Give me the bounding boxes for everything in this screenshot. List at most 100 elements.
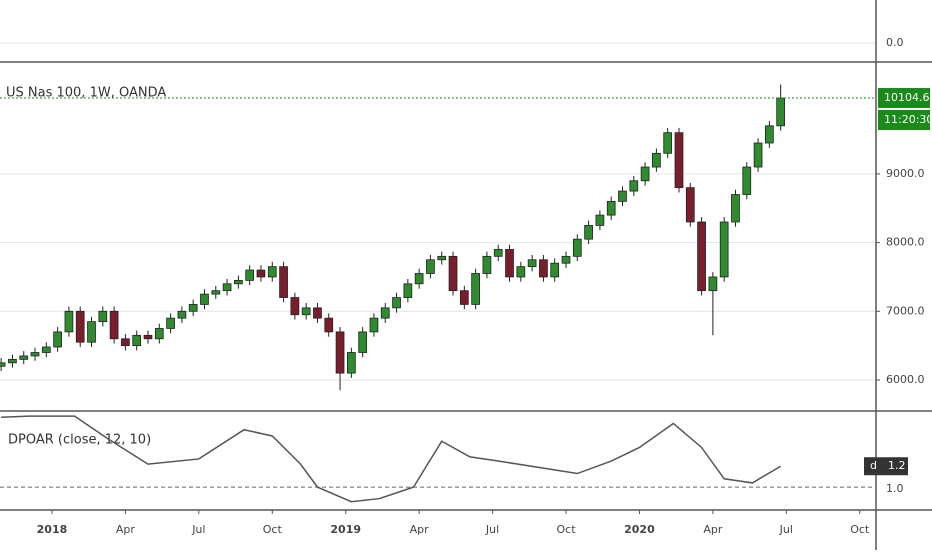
candle-body <box>584 225 593 240</box>
candle-body <box>482 255 492 274</box>
candle-body <box>674 132 684 189</box>
candle-body <box>41 346 51 353</box>
candle-body <box>697 221 706 292</box>
candle-body <box>347 352 356 374</box>
candle-body <box>380 307 390 319</box>
candle-body <box>335 331 345 374</box>
y-tick-label: 9000.0 <box>886 167 925 180</box>
candle-body <box>776 97 786 127</box>
candle-body <box>527 259 537 268</box>
x-tick-label: 2018 <box>37 523 68 536</box>
candle-body <box>719 221 729 278</box>
x-tick-label: Apr <box>703 523 723 536</box>
candle-body <box>188 304 198 312</box>
x-tick-label: Oct <box>556 523 576 536</box>
last-price-label: 10104.6 <box>884 91 930 104</box>
candle-body <box>98 310 108 322</box>
candle-body <box>652 152 661 168</box>
candle-body <box>742 166 752 195</box>
x-tick-label: Jul <box>779 523 793 536</box>
indicator-title: DPOAR (close, 12, 10) <box>8 433 151 448</box>
candle-body <box>539 259 548 278</box>
candle-body <box>8 358 17 364</box>
x-tick-label: 2020 <box>624 523 655 536</box>
candle-body <box>471 273 480 305</box>
candle-body <box>505 249 514 278</box>
candle-body <box>708 276 718 292</box>
candle-body <box>301 307 311 316</box>
y-tick-label: 0.0 <box>886 36 904 49</box>
candle-body <box>663 132 673 154</box>
badge-label: d <box>870 459 877 472</box>
x-tick-label: Jul <box>485 523 499 536</box>
candle-body <box>313 307 322 319</box>
x-tick-label: Jul <box>191 523 205 536</box>
x-tick-label: Oct <box>263 523 283 536</box>
candle-body <box>606 200 616 216</box>
x-tick-label: Oct <box>850 523 870 536</box>
candle-body <box>403 283 413 298</box>
countdown-box <box>878 110 930 131</box>
candle-body <box>53 331 62 348</box>
candle-body <box>64 310 74 333</box>
candle-body <box>437 255 447 261</box>
candle-body <box>459 290 469 305</box>
candle-body <box>516 266 526 278</box>
candle-body <box>154 328 164 340</box>
candle-body <box>121 338 130 347</box>
y-tick-label: 1.0 <box>886 482 904 495</box>
candle-body <box>267 266 277 278</box>
candle-body <box>109 310 119 340</box>
candle-body <box>290 297 300 316</box>
candle-body <box>143 334 153 340</box>
candle-body <box>324 317 334 333</box>
candle-body <box>75 310 85 343</box>
candle-body <box>493 249 503 257</box>
countdown-label: 11:20:30 <box>884 113 932 126</box>
last-price-box <box>878 88 930 109</box>
candle-body <box>132 334 142 347</box>
candle-body <box>731 194 740 223</box>
candle-body <box>572 238 582 257</box>
candle-body <box>245 269 255 281</box>
candle-body <box>234 279 243 285</box>
candle-body <box>618 190 627 202</box>
candle-body <box>19 355 29 360</box>
y-tick-label: 7000.0 <box>886 304 925 317</box>
candle-body <box>550 262 560 278</box>
candle-body <box>765 125 774 144</box>
candle-body <box>211 290 221 295</box>
candle-body <box>87 321 96 343</box>
candle-body <box>256 269 266 278</box>
value-badge <box>864 457 908 476</box>
candle-body <box>369 317 379 333</box>
indicator-line <box>1 415 782 503</box>
candle-body <box>448 255 458 292</box>
candle-body <box>0 362 6 367</box>
y-tick-label: 6000.0 <box>886 373 925 386</box>
candle-body <box>177 310 187 319</box>
candle-body <box>414 273 424 285</box>
candle-body <box>392 297 401 309</box>
last-value-label: 1.2 <box>888 459 906 472</box>
candle-body <box>561 255 571 264</box>
candle-body <box>685 187 695 223</box>
x-tick-label: 2019 <box>330 523 361 536</box>
candle-body <box>30 352 40 357</box>
x-tick-label: Apr <box>116 523 136 536</box>
x-tick-label: Apr <box>410 523 430 536</box>
y-tick-label: 8000.0 <box>886 236 925 249</box>
candle-body <box>200 293 209 305</box>
candle-body <box>166 317 175 329</box>
candle-body <box>358 331 368 353</box>
candle-body <box>753 142 763 168</box>
candle-body <box>426 259 435 274</box>
candle-body <box>629 180 639 192</box>
candle-body <box>640 166 650 182</box>
chart-title: US Nas 100, 1W, OANDA <box>6 86 166 101</box>
candle-body <box>595 214 605 226</box>
candle-body <box>222 283 232 292</box>
candle-body <box>279 266 288 298</box>
